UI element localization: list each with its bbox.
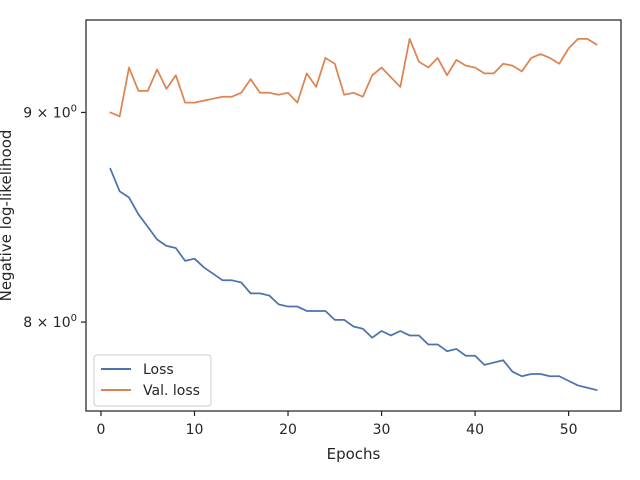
x-tick-label: 20 (279, 422, 297, 438)
x-tick-label: 0 (97, 422, 106, 438)
y-axis-label: Negative log-likelihood (0, 130, 15, 302)
y-tick-label: 8 × 100 (23, 313, 77, 331)
legend: Loss Val. loss (94, 355, 211, 406)
x-tick-label: 10 (186, 422, 204, 438)
x-tick-label: 30 (373, 422, 391, 438)
x-tick-label: 50 (560, 422, 578, 438)
plot-area (86, 20, 621, 411)
chart: 0 10 20 30 40 50 8 × 100 9 × 100 Epochs Negati… (0, 0, 640, 480)
x-axis: 0 10 20 30 40 50 (97, 411, 578, 438)
y-tick-exponent: 0 (71, 313, 77, 324)
legend-label-loss: Loss (143, 362, 174, 378)
y-tick-exponent: 0 (71, 103, 77, 114)
x-axis-label: Epochs (327, 445, 381, 463)
x-tick-label: 40 (466, 422, 484, 438)
y-tick-label: 9 × 100 (23, 103, 77, 121)
legend-label-val-loss: Val. loss (143, 383, 200, 399)
y-axis: 8 × 100 9 × 100 (23, 103, 86, 331)
